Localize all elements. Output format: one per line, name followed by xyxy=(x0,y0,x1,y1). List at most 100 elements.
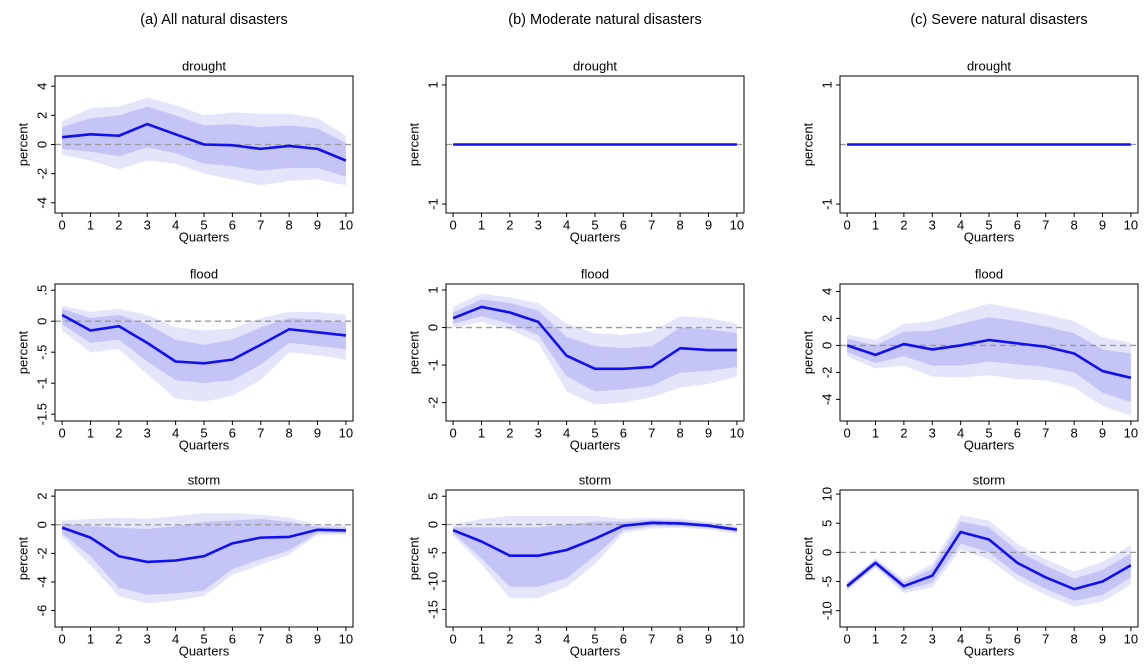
estimate-line xyxy=(61,313,347,365)
y-tick-label: -5 xyxy=(425,547,440,559)
y-tick-label: -15 xyxy=(425,600,440,619)
panel-title: storm xyxy=(579,472,612,487)
y-tick-label: 1 xyxy=(425,81,440,88)
panel-title: flood xyxy=(190,266,218,281)
x-tick-label: 8 xyxy=(286,425,293,440)
y-tick-label: -6 xyxy=(34,605,49,617)
x-tick-label: 10 xyxy=(1124,631,1138,646)
panel-title: drought xyxy=(967,58,1011,73)
y-tick-label: 0 xyxy=(819,549,834,556)
panel-title: storm xyxy=(188,472,221,487)
x-tick-label: 4 xyxy=(172,425,179,440)
x-tick-label: 9 xyxy=(1099,217,1106,232)
estimate-line xyxy=(452,305,737,371)
x-tick-label: 7 xyxy=(1042,631,1049,646)
inner-band xyxy=(62,308,346,384)
y-tick-label: 0 xyxy=(425,521,440,528)
x-tick-label: 1 xyxy=(478,425,485,440)
x-tick-label: 10 xyxy=(1124,217,1138,232)
x-tick-label: 8 xyxy=(677,631,684,646)
x-axis-label: Quarters xyxy=(179,437,230,452)
x-tick-label: 9 xyxy=(705,217,712,232)
y-axis-label: percent xyxy=(800,330,815,374)
y-tick-label: 5 xyxy=(819,520,834,527)
x-tick-label: 6 xyxy=(1014,425,1021,440)
x-tick-label: 1 xyxy=(872,425,879,440)
x-tick-label: 6 xyxy=(229,217,236,232)
x-tick-label: 7 xyxy=(257,425,264,440)
x-tick-label: 7 xyxy=(648,217,655,232)
y-axis-label: percent xyxy=(406,536,421,580)
x-tick-label: 6 xyxy=(620,631,627,646)
x-tick-label: 2 xyxy=(900,217,907,232)
x-axis-label: Quarters xyxy=(964,229,1015,244)
x-tick-label: 2 xyxy=(506,631,513,646)
x-tick-label: 6 xyxy=(1014,631,1021,646)
x-tick-label: 2 xyxy=(900,425,907,440)
x-tick-label: 10 xyxy=(339,631,353,646)
x-tick-label: 1 xyxy=(478,217,485,232)
y-tick-label: 2 xyxy=(34,112,49,119)
y-tick-label: 1 xyxy=(819,81,834,88)
x-tick-label: 7 xyxy=(257,217,264,232)
x-tick-label: 6 xyxy=(229,631,236,646)
x-tick-label: 4 xyxy=(172,631,179,646)
x-tick-label: 4 xyxy=(563,425,570,440)
x-tick-label: 4 xyxy=(957,425,964,440)
x-axis-label: Quarters xyxy=(570,437,621,452)
estimate-line xyxy=(846,530,1132,591)
y-tick-label: -10 xyxy=(819,601,834,620)
y-tick-label: 0 xyxy=(425,324,440,331)
y-axis-label: percent xyxy=(800,122,815,166)
x-tick-label: 7 xyxy=(1042,217,1049,232)
x-tick-label: 6 xyxy=(620,425,627,440)
x-tick-label: 1 xyxy=(872,217,879,232)
y-axis-label: percent xyxy=(15,122,30,166)
y-tick-label: 0 xyxy=(34,521,49,528)
x-tick-label: 7 xyxy=(648,425,655,440)
x-tick-label: 7 xyxy=(1042,425,1049,440)
y-tick-label: 1 xyxy=(425,286,440,293)
x-tick-label: 0 xyxy=(58,425,65,440)
x-tick-label: 9 xyxy=(705,425,712,440)
y-axis-label: percent xyxy=(406,330,421,374)
x-tick-label: 3 xyxy=(929,217,936,232)
y-tick-label: -4 xyxy=(34,576,49,588)
estimate-line xyxy=(61,526,346,564)
x-tick-label: 5 xyxy=(200,425,207,440)
x-axis-label: Quarters xyxy=(179,643,230,658)
y-tick-label: -2 xyxy=(34,548,49,560)
y-axis-label: percent xyxy=(800,536,815,580)
x-axis-label: Quarters xyxy=(179,229,230,244)
x-tick-label: 10 xyxy=(730,631,744,646)
x-tick-label: 6 xyxy=(1014,217,1021,232)
y-tick-label: .5 xyxy=(34,285,49,296)
x-tick-label: 8 xyxy=(677,425,684,440)
estimate-line xyxy=(846,338,1132,380)
y-tick-label: 0 xyxy=(819,342,834,349)
panel-title: drought xyxy=(573,58,617,73)
y-axis-label: percent xyxy=(15,330,30,374)
x-tick-label: 5 xyxy=(591,631,598,646)
x-tick-label: 3 xyxy=(144,631,151,646)
x-tick-label: 2 xyxy=(115,217,122,232)
y-tick-label: -1 xyxy=(34,377,49,389)
y-tick-label: 2 xyxy=(34,493,49,500)
y-tick-label: -2 xyxy=(34,168,49,180)
x-tick-label: 8 xyxy=(1071,217,1078,232)
x-tick-label: 2 xyxy=(115,425,122,440)
x-tick-label: 10 xyxy=(339,217,353,232)
x-tick-label: 1 xyxy=(87,217,94,232)
y-tick-label: -2 xyxy=(819,367,834,379)
y-tick-label: 0 xyxy=(34,318,49,325)
x-tick-label: 2 xyxy=(506,217,513,232)
y-tick-label: -1.5 xyxy=(34,403,49,425)
column-title: (b) Moderate natural disasters xyxy=(508,12,701,28)
x-axis-label: Quarters xyxy=(570,643,621,658)
y-tick-label: -2 xyxy=(425,397,440,409)
x-tick-label: 6 xyxy=(620,217,627,232)
x-tick-label: 5 xyxy=(591,425,598,440)
y-tick-label: -4 xyxy=(819,394,834,406)
x-tick-label: 2 xyxy=(115,631,122,646)
